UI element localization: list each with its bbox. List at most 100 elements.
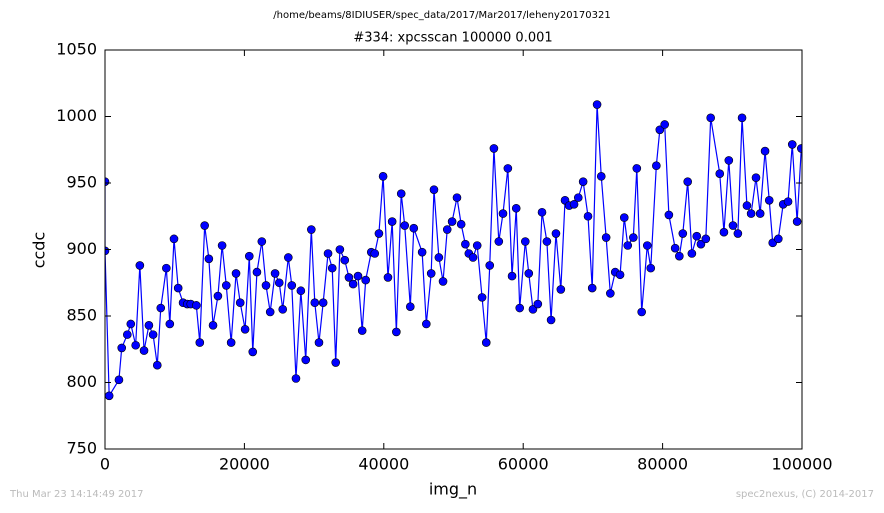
point [783, 197, 793, 206]
x-tick-label: 80000 [637, 455, 688, 474]
point [569, 199, 579, 209]
point [240, 324, 250, 334]
point [751, 173, 761, 182]
point [105, 246, 110, 256]
point [165, 319, 175, 329]
point [468, 253, 478, 262]
point [746, 209, 756, 218]
point [587, 283, 597, 293]
y-tick-label: 900 [66, 239, 97, 258]
point [357, 326, 367, 335]
point [252, 267, 262, 277]
point [318, 298, 328, 308]
point [533, 299, 543, 309]
point [642, 241, 652, 250]
point [148, 330, 158, 339]
point [409, 223, 419, 233]
point [511, 203, 521, 213]
point [265, 307, 275, 317]
point [515, 303, 525, 313]
point [606, 289, 615, 298]
point [494, 237, 504, 246]
y-tick-label: 800 [66, 372, 97, 391]
point [257, 237, 267, 246]
y-tick-label: 950 [66, 173, 97, 192]
point [615, 270, 625, 280]
point [652, 161, 661, 171]
point [692, 231, 702, 241]
point [481, 338, 491, 347]
point [592, 100, 602, 109]
point [392, 327, 401, 337]
y-tick-label: 1050 [56, 40, 97, 59]
point [296, 286, 306, 296]
point [774, 234, 783, 244]
footer-left: Thu Mar 23 14:14:49 2017 [9, 489, 143, 500]
point [719, 227, 729, 237]
point [244, 251, 254, 261]
point [105, 391, 114, 401]
point [139, 346, 149, 355]
point [378, 172, 388, 181]
x-axis-label: img_n [429, 480, 477, 500]
point [728, 221, 738, 230]
point [169, 234, 179, 244]
point [701, 234, 711, 244]
point [551, 229, 561, 238]
point [498, 209, 508, 218]
point [472, 241, 482, 250]
point [675, 251, 684, 261]
point [270, 269, 280, 278]
point [619, 213, 629, 222]
point [291, 374, 301, 383]
point [422, 319, 431, 329]
point [144, 321, 154, 330]
point [583, 211, 593, 221]
point [135, 261, 145, 270]
point [327, 263, 337, 273]
point [629, 233, 638, 242]
point [655, 125, 665, 135]
point [507, 271, 517, 281]
point [542, 237, 552, 246]
x-tick-label: 100000 [771, 455, 832, 474]
point [637, 307, 646, 317]
point [485, 261, 495, 270]
point [310, 298, 320, 308]
x-tick-label: 20000 [219, 455, 270, 474]
plot-area [105, 100, 802, 401]
point [387, 217, 397, 226]
point [383, 273, 393, 282]
chart-title: #334: xpcsscan 100000 0.001 [353, 31, 552, 46]
point [204, 254, 214, 264]
point [452, 193, 462, 202]
point [323, 249, 333, 258]
point [226, 338, 236, 347]
point [477, 293, 487, 302]
point [438, 277, 448, 286]
point [417, 247, 427, 257]
point [578, 177, 588, 186]
point [287, 281, 297, 290]
point [724, 156, 734, 165]
y-tick-label: 750 [66, 439, 97, 458]
point [126, 319, 136, 329]
point [208, 321, 218, 330]
point [524, 269, 534, 278]
point [307, 225, 316, 234]
point [456, 219, 466, 229]
x-tick-label: 60000 [498, 455, 549, 474]
point [447, 217, 457, 226]
point [537, 207, 547, 217]
point [764, 195, 774, 205]
point [461, 239, 470, 249]
point [314, 338, 324, 347]
point [152, 360, 162, 370]
point [687, 249, 697, 258]
point [173, 283, 183, 293]
point [573, 193, 583, 202]
point [660, 120, 669, 129]
point [374, 229, 384, 238]
